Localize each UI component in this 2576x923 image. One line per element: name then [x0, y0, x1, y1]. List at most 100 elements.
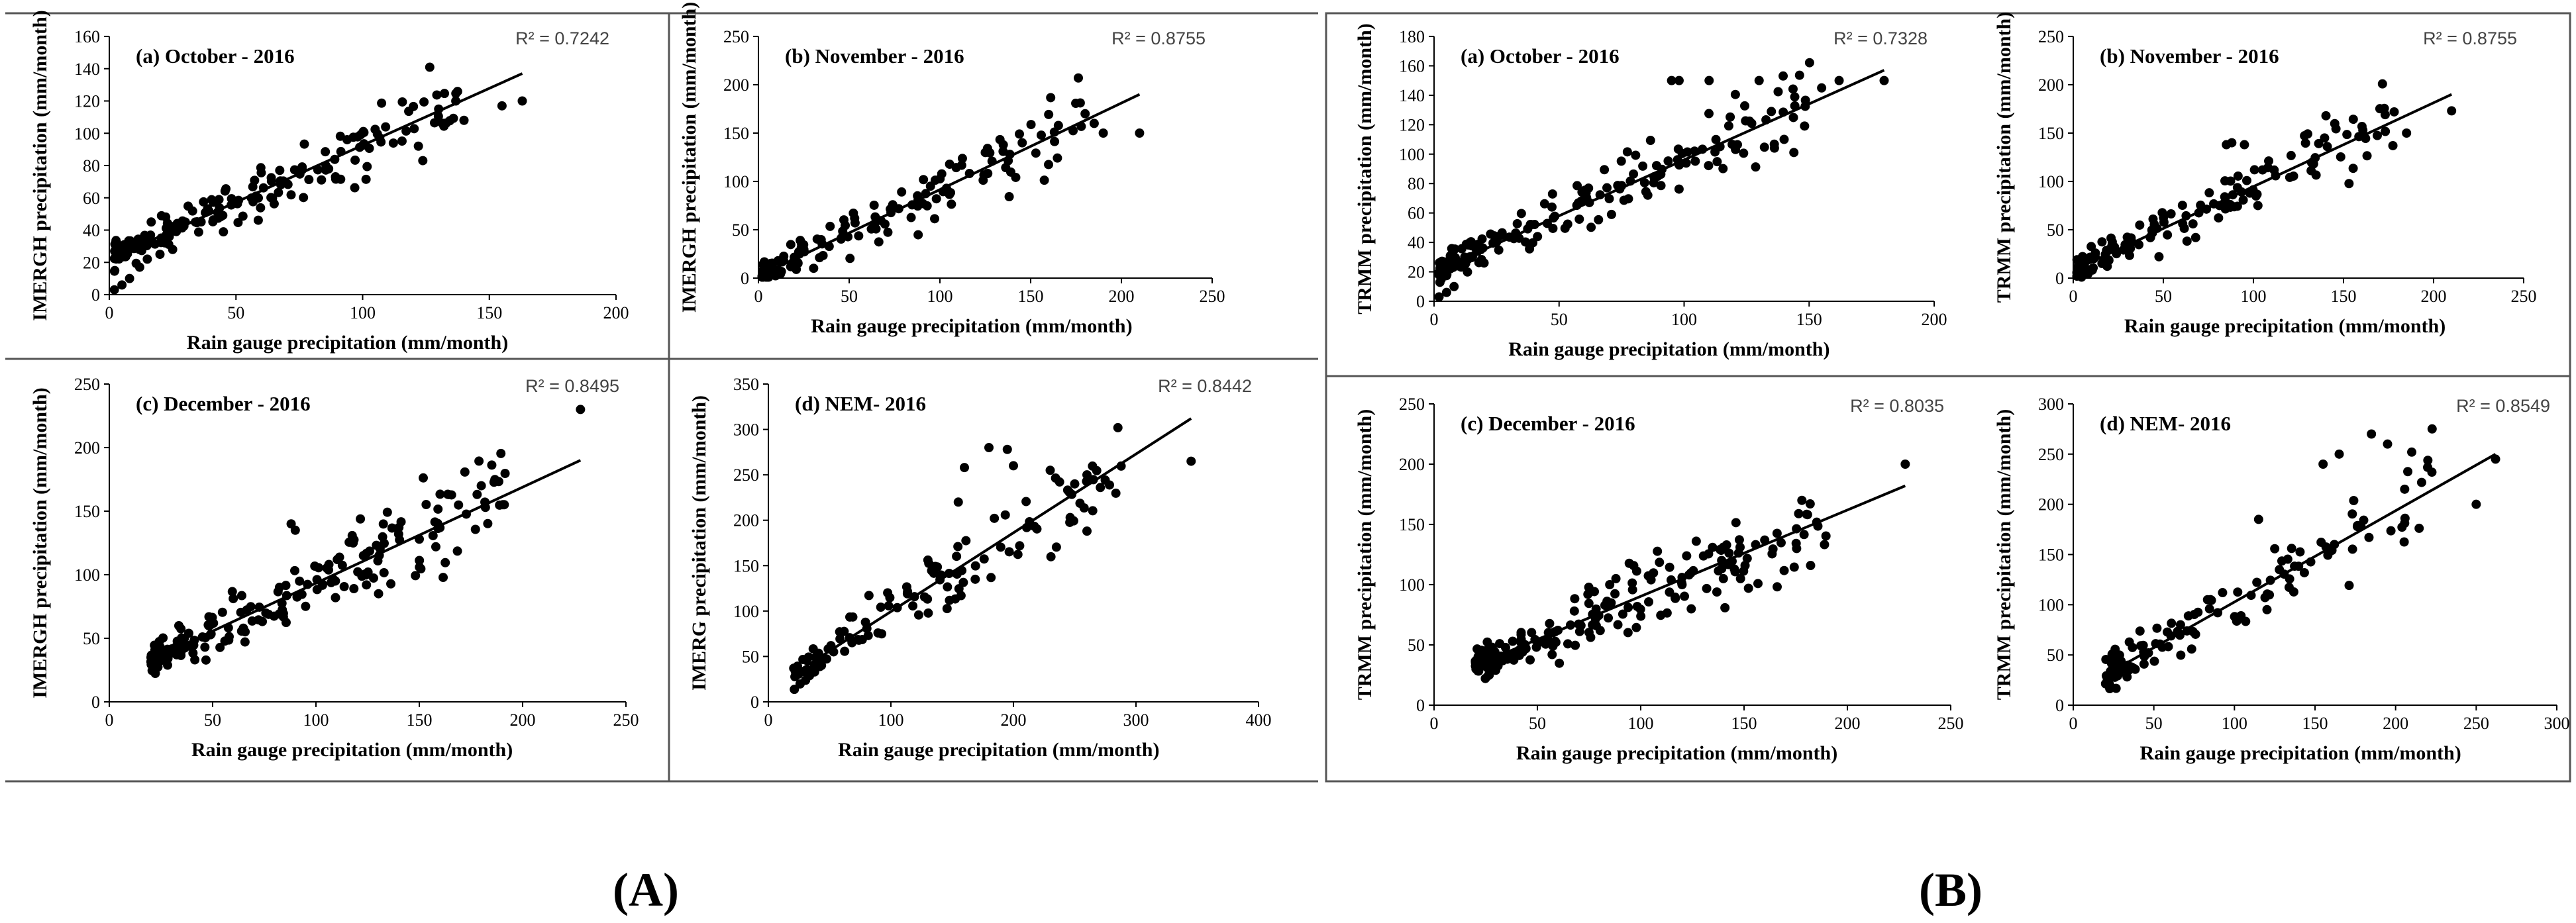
x-tick-label: 100 [2222, 714, 2247, 733]
data-point [1704, 109, 1714, 119]
data-point [970, 574, 980, 584]
data-point [985, 148, 995, 158]
r-squared-label: R² = 0.8495 [525, 376, 619, 396]
data-point [2271, 171, 2281, 181]
data-point [418, 473, 428, 483]
data-point [433, 504, 443, 514]
y-tick-label: 140 [74, 60, 100, 79]
data-point [957, 154, 967, 164]
data-point [348, 132, 358, 142]
data-point [331, 172, 340, 182]
data-point [1834, 75, 1844, 85]
data-point [1044, 109, 1054, 119]
plot-b-october-trmm: 0 50 100 150 200 0 20 40 60 80 100 120 140 160 180 Rain… [1354, 23, 1947, 360]
plot-a-nem-imerg: 0 100 200 300 400 0 50 100 150 200 250 300 350 Rain g… [688, 375, 1272, 761]
data-point [2079, 267, 2089, 277]
data-point [1549, 213, 1559, 223]
r-squared-label: R² = 0.7242 [515, 28, 609, 48]
data-point [1004, 156, 1013, 166]
data-point [324, 565, 334, 575]
x-tick-label: 100 [878, 710, 904, 730]
data-point [1015, 541, 1025, 551]
y-axis-label: IMERG precipitation (mm/month) [688, 395, 710, 691]
data-point [2246, 591, 2256, 601]
y-axis-label: IMERGH precipitation (mm/month) [29, 387, 51, 698]
data-point [2386, 526, 2396, 536]
data-point [850, 213, 860, 223]
data-point [799, 240, 809, 250]
data-point [2187, 644, 2196, 654]
data-point [444, 489, 454, 499]
data-point [1045, 465, 1055, 475]
data-point [1480, 673, 1490, 683]
data-point [1638, 161, 1648, 171]
y-tick-label: 100 [74, 124, 100, 143]
panel-title: (a) October - 2016 [1461, 44, 1620, 68]
x-axis-label: Rain gauge precipitation (mm/month) [811, 315, 1132, 337]
data-point [1602, 183, 1612, 193]
data-point [1623, 603, 1633, 612]
x-tick-label: 200 [1922, 310, 1947, 329]
data-point [2377, 79, 2387, 89]
data-point [1629, 169, 1639, 179]
data-point [2230, 612, 2240, 622]
y-tick-label: 100 [74, 565, 100, 585]
data-point [1100, 475, 1110, 485]
data-point [921, 189, 931, 199]
data-point [1449, 281, 1459, 291]
data-point [148, 651, 158, 661]
data-point [452, 87, 462, 97]
data-point [483, 518, 493, 528]
panel-title: (c) December - 2016 [136, 392, 311, 415]
data-point [869, 200, 879, 210]
data-point [923, 608, 933, 618]
data-point [155, 642, 165, 652]
data-point [909, 592, 919, 602]
data-point [140, 231, 150, 241]
plot-b-november-trmm: 0 50 100 150 200 250 0 50 100 150 200 250 Rain gauge… [1993, 12, 2537, 337]
data-point [480, 503, 490, 512]
data-point [998, 146, 1008, 156]
data-point [2349, 495, 2359, 505]
data-point [2290, 561, 2300, 571]
data-point [2354, 132, 2364, 142]
data-point [576, 405, 586, 414]
data-point [1631, 150, 1641, 160]
y-axis-label: IMERGH precipitation (mm/month) [678, 2, 700, 313]
data-point [1476, 649, 1486, 659]
regression-line [792, 417, 1192, 676]
data-point [156, 238, 166, 248]
data-point [794, 249, 804, 259]
data-point [1817, 83, 1827, 93]
data-point [1088, 461, 1098, 471]
y-tick-label: 50 [742, 647, 759, 666]
data-point [362, 580, 372, 590]
data-point [1681, 158, 1691, 168]
data-point [1820, 540, 1829, 550]
data-point [883, 227, 893, 237]
data-point [474, 456, 484, 466]
data-point [374, 589, 384, 599]
data-point [1545, 618, 1555, 628]
data-point [397, 136, 407, 146]
r-squared-label: R² = 0.8549 [2456, 396, 2550, 416]
data-point [1135, 128, 1145, 138]
data-point [411, 571, 421, 581]
x-tick-label: 250 [2511, 287, 2537, 306]
data-point [1584, 599, 1594, 608]
data-point [246, 602, 256, 612]
data-point [1646, 575, 1656, 585]
data-point [1528, 238, 1538, 248]
y-tick-label: 180 [1399, 27, 1425, 46]
data-point [2299, 567, 2309, 577]
data-point [944, 568, 954, 578]
data-point [1015, 129, 1025, 139]
data-point [1655, 558, 1665, 567]
data-point [176, 624, 186, 634]
data-point [312, 585, 322, 595]
data-point [1673, 144, 1683, 154]
x-tick-label: 0 [2069, 714, 2078, 733]
x-tick-label: 50 [204, 710, 221, 730]
data-point [370, 124, 380, 134]
data-point [1698, 144, 1708, 154]
